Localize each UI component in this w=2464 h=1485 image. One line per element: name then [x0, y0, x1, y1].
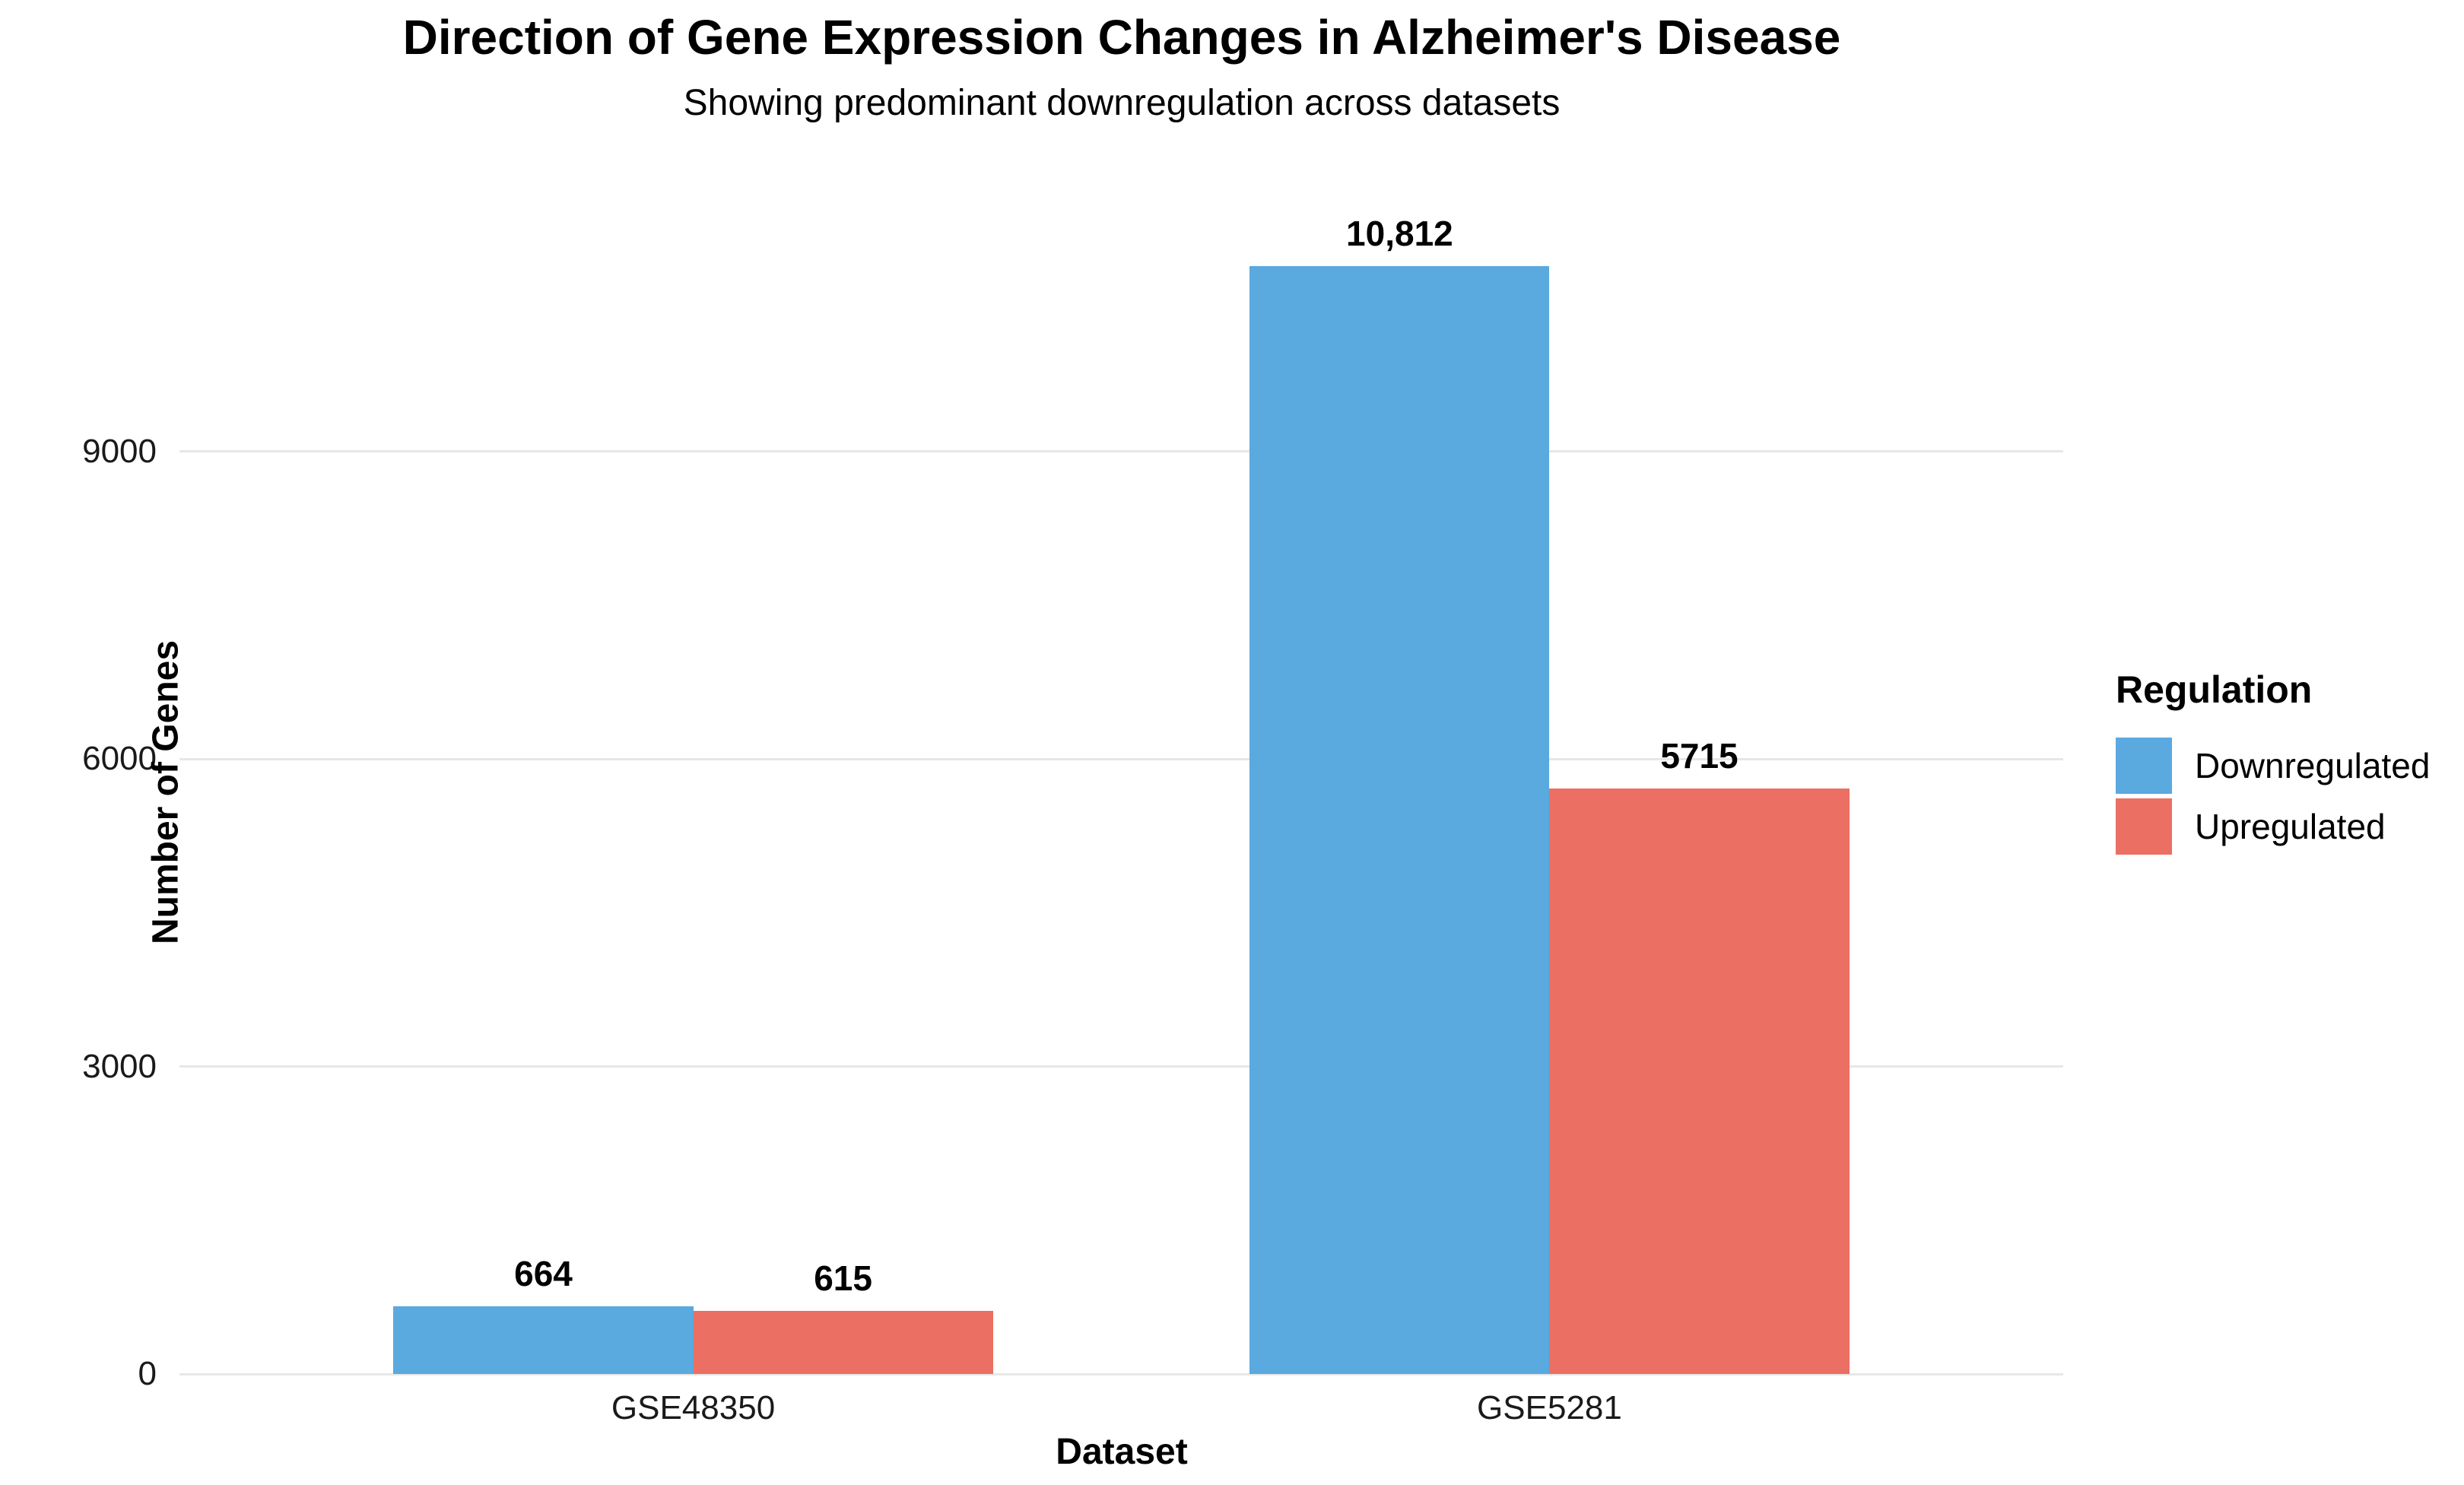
gridline [179, 1372, 2063, 1376]
chart-title: Direction of Gene Expression Changes in … [402, 10, 1841, 65]
legend-swatch-upregulated [2116, 798, 2172, 855]
y-tick-label: 6000 [82, 740, 157, 778]
x-axis-title: Dataset [1056, 1432, 1188, 1472]
x-tick-label: GSE48350 [611, 1389, 776, 1426]
bar-upregulated-gse48350 [693, 1311, 993, 1374]
gridline [179, 1065, 2063, 1068]
y-tick-label: 0 [138, 1355, 157, 1392]
x-tick-label: GSE5281 [1477, 1389, 1622, 1426]
y-tick-label: 9000 [82, 432, 157, 470]
bar-upregulated-gse5281 [1549, 788, 1850, 1374]
bar-value-label: 615 [814, 1258, 872, 1299]
bar-value-label: 10,812 [1346, 213, 1453, 253]
legend-swatch-downregulated [2116, 738, 2172, 794]
legend-items: Downregulated Upregulated [2116, 738, 2458, 855]
bar-value-label: 5715 [1660, 735, 1738, 776]
plot-panel: 0 3000 6000 9000 664 615 GSE48350 10,812 5715 GSE… [82, 211, 2063, 1426]
gridline [179, 450, 2063, 453]
chart-subtitle: Showing predominant downregulation acros… [683, 83, 1561, 123]
legend-title: Regulation [2116, 668, 2313, 711]
bar-downregulated-gse5281 [1249, 265, 1550, 1374]
legend-item-upregulated: Upregulated [2116, 798, 2458, 855]
legend-item-label: Downregulated [2195, 746, 2431, 785]
legend-item-label: Upregulated [2195, 807, 2386, 846]
legend: Regulation Downregulated Upregulated [2116, 668, 2458, 859]
legend-item-downregulated: Downregulated [2116, 738, 2458, 794]
y-tick-label: 3000 [82, 1047, 157, 1085]
y-axis-title: Number of Genes [145, 639, 186, 945]
bar-value-label: 664 [514, 1253, 573, 1293]
bar-downregulated-gse48350 [393, 1306, 694, 1374]
gridline [179, 757, 2063, 760]
